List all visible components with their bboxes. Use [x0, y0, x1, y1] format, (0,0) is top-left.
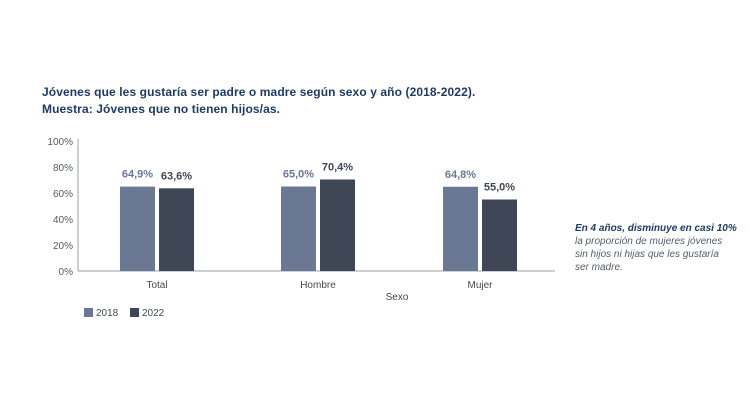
- data-label-2022-total: 63,6%: [161, 170, 192, 182]
- y-tick-label: 40%: [53, 215, 73, 226]
- bar-2022-total: [159, 188, 194, 271]
- legend-label-2022: 2022: [142, 308, 165, 319]
- chart-title: Jóvenes que les gustaría ser padre o mad…: [42, 84, 475, 118]
- chart-title-line-1: Jóvenes que les gustaría ser padre o mad…: [42, 85, 476, 99]
- y-tick-label: 20%: [53, 241, 73, 252]
- x-tick-label: Total: [146, 280, 167, 291]
- y-tick-label: 0%: [59, 267, 74, 278]
- bar-2018-mujer: [443, 186, 478, 271]
- bar-2022-mujer: [482, 199, 517, 271]
- data-label-2022-hombre: 70,4%: [322, 161, 353, 173]
- data-label-2018-mujer: 64,8%: [445, 169, 476, 181]
- x-axis-title: Sexo: [386, 292, 409, 303]
- bar-2022-hombre: [320, 179, 355, 271]
- y-tick-label: 100%: [47, 137, 73, 148]
- annotation-text: la proporción de mujeres jóvenes sin hij…: [575, 236, 723, 273]
- x-tick-label: Hombre: [300, 280, 336, 291]
- data-label-2022-mujer: 55,0%: [484, 182, 515, 194]
- bar-2018-total: [120, 186, 155, 271]
- data-label-2018-total: 64,9%: [122, 169, 153, 181]
- y-tick-label: 60%: [53, 189, 73, 200]
- legend-swatch-2018: [84, 308, 93, 317]
- annotation-highlight: En 4 años, disminuye en casi 10%: [575, 223, 737, 234]
- bar-2018-hombre: [281, 186, 316, 271]
- data-label-2018-hombre: 65,0%: [283, 169, 314, 181]
- y-tick-label: 80%: [53, 163, 73, 174]
- chart-title-line-2: Muestra: Jóvenes que no tienen hijos/as.: [42, 102, 281, 116]
- legend-label-2018: 2018: [96, 308, 119, 319]
- x-tick-label: Mujer: [467, 280, 493, 291]
- annotation-note: En 4 años, disminuye en casi 10% la prop…: [575, 222, 737, 274]
- legend-swatch-2022: [130, 308, 139, 317]
